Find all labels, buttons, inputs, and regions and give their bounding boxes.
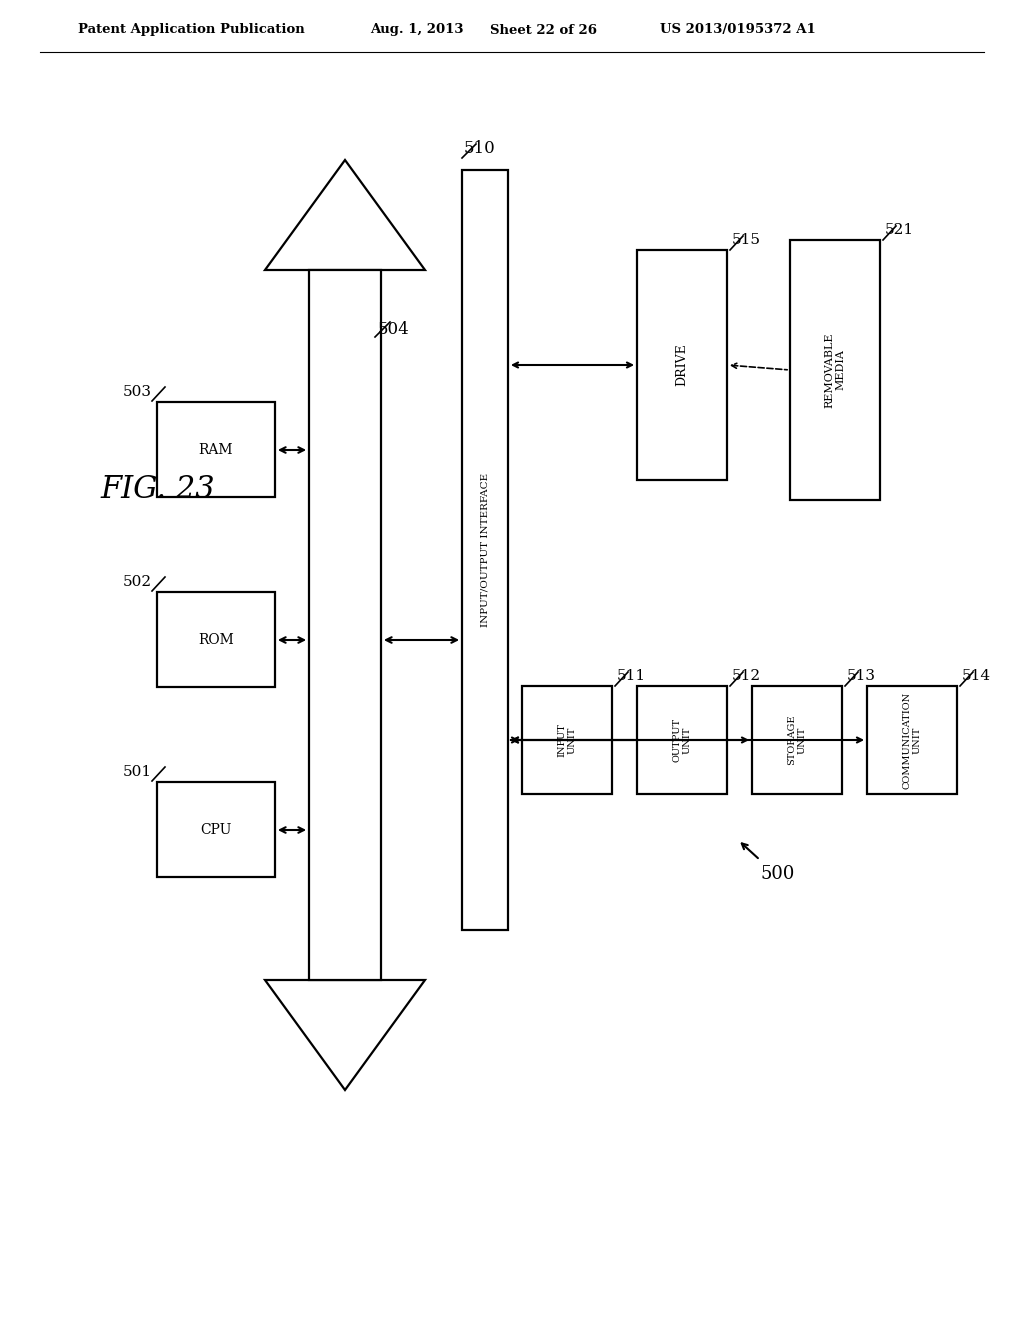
Bar bbox=[637, 249, 727, 480]
Text: 515: 515 bbox=[732, 234, 761, 247]
Text: Sheet 22 of 26: Sheet 22 of 26 bbox=[490, 24, 597, 37]
Polygon shape bbox=[265, 160, 425, 271]
Text: 504: 504 bbox=[378, 322, 410, 338]
Bar bbox=[522, 686, 612, 795]
Bar bbox=[462, 170, 508, 931]
Text: 511: 511 bbox=[617, 669, 646, 682]
Bar bbox=[867, 686, 957, 795]
Text: OUTPUT
UNIT: OUTPUT UNIT bbox=[673, 718, 691, 762]
Text: 500: 500 bbox=[760, 865, 795, 883]
Text: INPUT
UNIT: INPUT UNIT bbox=[557, 723, 577, 756]
Bar bbox=[309, 271, 381, 979]
Text: 514: 514 bbox=[962, 669, 991, 682]
Text: COMMUNICATION
UNIT: COMMUNICATION UNIT bbox=[902, 692, 922, 788]
Text: INPUT/OUTPUT INTERFACE: INPUT/OUTPUT INTERFACE bbox=[480, 473, 489, 627]
Text: US 2013/0195372 A1: US 2013/0195372 A1 bbox=[660, 24, 816, 37]
Bar bbox=[157, 591, 275, 686]
Bar bbox=[752, 686, 842, 795]
Text: 512: 512 bbox=[732, 669, 761, 682]
Bar bbox=[790, 240, 880, 500]
Text: 503: 503 bbox=[123, 385, 152, 399]
Text: 513: 513 bbox=[847, 669, 876, 682]
Text: CPU: CPU bbox=[201, 822, 231, 837]
Bar bbox=[157, 781, 275, 876]
Text: Aug. 1, 2013: Aug. 1, 2013 bbox=[370, 24, 464, 37]
Text: ROM: ROM bbox=[198, 634, 233, 647]
Text: FIG. 23: FIG. 23 bbox=[100, 474, 215, 506]
Polygon shape bbox=[265, 979, 425, 1090]
Text: DRIVE: DRIVE bbox=[676, 343, 688, 387]
Text: RAM: RAM bbox=[199, 444, 233, 457]
Text: 521: 521 bbox=[885, 223, 914, 238]
Bar bbox=[157, 403, 275, 498]
Text: STORAGE
UNIT: STORAGE UNIT bbox=[787, 714, 807, 766]
Text: REMOVABLE
MEDIA: REMOVABLE MEDIA bbox=[824, 333, 846, 408]
Text: Patent Application Publication: Patent Application Publication bbox=[78, 24, 305, 37]
Text: 501: 501 bbox=[123, 766, 152, 779]
Text: 502: 502 bbox=[123, 576, 152, 589]
Text: 510: 510 bbox=[464, 140, 496, 157]
Bar bbox=[637, 686, 727, 795]
